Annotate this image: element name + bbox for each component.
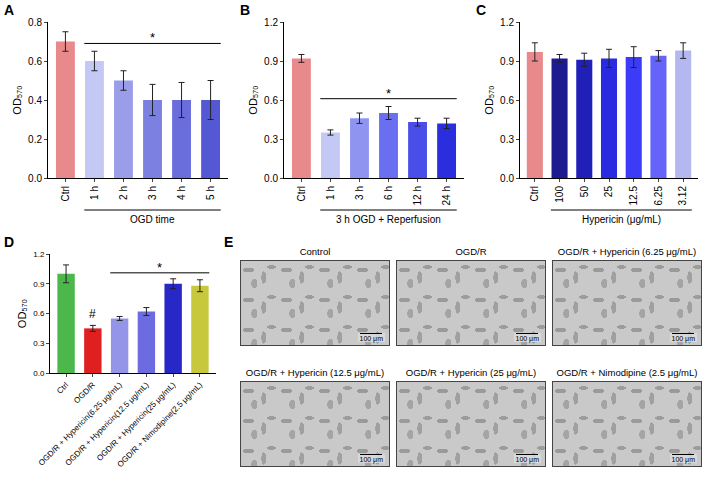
- svg-text:OGD/R: OGD/R: [72, 380, 97, 405]
- svg-text:*: *: [386, 86, 391, 101]
- svg-text:0.9: 0.9: [264, 56, 278, 67]
- svg-text:Ctrl: Ctrl: [60, 186, 71, 202]
- html-text:OGD/R: OGD/R: [455, 246, 487, 257]
- svg-text:OD₅₇₀: OD₅₇₀: [11, 85, 23, 114]
- html-text:OGD/R + Hypericin (6.25 μg/mL): OGD/R + Hypericin (6.25 μg/mL): [557, 246, 697, 257]
- html-text:100 μm: 100 μm: [671, 335, 695, 342]
- svg-text:1 h: 1 h: [325, 186, 336, 200]
- svg-text:0.3: 0.3: [500, 134, 514, 145]
- svg-text:3 h: 3 h: [354, 186, 365, 200]
- html-text:100 μm: 100 μm: [359, 335, 383, 342]
- html-text:Control: Control: [299, 246, 331, 257]
- svg-text:OGD time: OGD time: [130, 214, 175, 225]
- svg-text:OD₅₇₀: OD₅₇₀: [247, 85, 259, 114]
- svg-text:0.6: 0.6: [500, 95, 514, 106]
- svg-text:0.6: 0.6: [264, 95, 278, 106]
- svg-text:Hypericin (μg/mL): Hypericin (μg/mL): [582, 214, 661, 225]
- svg-text:OD₅₇₀: OD₅₇₀: [483, 85, 495, 114]
- svg-text:0.6: 0.6: [28, 56, 42, 67]
- svg-text:3 h OGD + Reperfusion: 3 h OGD + Reperfusion: [336, 214, 441, 225]
- html-text:100 μm: 100 μm: [671, 456, 695, 463]
- svg-text:*: *: [157, 260, 162, 275]
- html-text:C: C: [476, 2, 487, 18]
- svg-text:0.0: 0.0: [500, 173, 514, 184]
- svg-text:6.25: 6.25: [653, 186, 664, 206]
- svg-text:0.3: 0.3: [33, 339, 45, 348]
- svg-text:*: *: [150, 30, 155, 45]
- html-text:B: B: [240, 2, 251, 18]
- svg-text:Ctrl: Ctrl: [529, 186, 540, 202]
- svg-text:#: #: [89, 307, 96, 321]
- svg-text:0.8: 0.8: [28, 17, 42, 28]
- svg-text:2 h: 2 h: [118, 186, 129, 200]
- svg-text:0.2: 0.2: [28, 134, 42, 145]
- svg-text:0.4: 0.4: [28, 95, 42, 106]
- svg-text:0.6: 0.6: [33, 309, 45, 318]
- svg-text:25: 25: [603, 186, 614, 198]
- svg-text:OGD/R + Hypericin(6.25 μg/mL): OGD/R + Hypericin(6.25 μg/mL): [37, 380, 124, 467]
- svg-text:1 h: 1 h: [89, 186, 100, 200]
- svg-text:12 h: 12 h: [412, 186, 423, 205]
- svg-text:0.9: 0.9: [500, 56, 514, 67]
- svg-text:0.3: 0.3: [264, 134, 278, 145]
- svg-text:OGD/R + Hypericin(25 μg/mL): OGD/R + Hypericin(25 μg/mL): [95, 380, 178, 463]
- svg-text:6 h: 6 h: [383, 186, 394, 200]
- html-text:OGD/R + Hypericin (12.5 μg/mL): OGD/R + Hypericin (12.5 μg/mL): [245, 367, 385, 378]
- svg-text:OGD/R + Nimodipine(2.5 μg/mL): OGD/R + Nimodipine(2.5 μg/mL): [115, 380, 204, 469]
- svg-text:OGD/R + Hypericin(12.5 μg/mL): OGD/R + Hypericin(12.5 μg/mL): [64, 380, 151, 467]
- html-text:OGD/R + Hypericin (25 μg/mL): OGD/R + Hypericin (25 μg/mL): [405, 367, 537, 378]
- svg-text:Ctrl: Ctrl: [55, 380, 70, 395]
- html-text:100 μm: 100 μm: [515, 456, 539, 463]
- svg-text:50: 50: [579, 186, 590, 198]
- html-text:D: D: [4, 234, 15, 250]
- svg-text:Ctrl: Ctrl: [296, 186, 307, 202]
- svg-text:0.9: 0.9: [33, 280, 45, 289]
- svg-text:5 h: 5 h: [205, 186, 216, 200]
- svg-text:0.0: 0.0: [264, 173, 278, 184]
- html-text:E: E: [224, 234, 234, 250]
- html-text:100 μm: 100 μm: [515, 335, 539, 342]
- svg-text:OD₅₇₀: OD₅₇₀: [16, 299, 28, 328]
- svg-text:12.5: 12.5: [628, 186, 639, 206]
- svg-text:3 h: 3 h: [147, 186, 158, 200]
- svg-text:100: 100: [554, 186, 565, 203]
- svg-text:0.0: 0.0: [28, 173, 42, 184]
- svg-text:0.0: 0.0: [33, 369, 45, 378]
- svg-text:24 h: 24 h: [441, 186, 452, 205]
- html-text:100 μm: 100 μm: [359, 456, 383, 463]
- svg-text:3.12: 3.12: [677, 186, 688, 206]
- html-text:A: A: [4, 2, 15, 18]
- html-text:OGD/R + Nimodipine (2.5 μg/mL): OGD/R + Nimodipine (2.5 μg/mL): [556, 367, 698, 378]
- svg-text:4 h: 4 h: [176, 186, 187, 200]
- svg-text:1.2: 1.2: [33, 250, 45, 259]
- svg-text:1.2: 1.2: [500, 17, 514, 28]
- svg-text:1.2: 1.2: [264, 17, 278, 28]
